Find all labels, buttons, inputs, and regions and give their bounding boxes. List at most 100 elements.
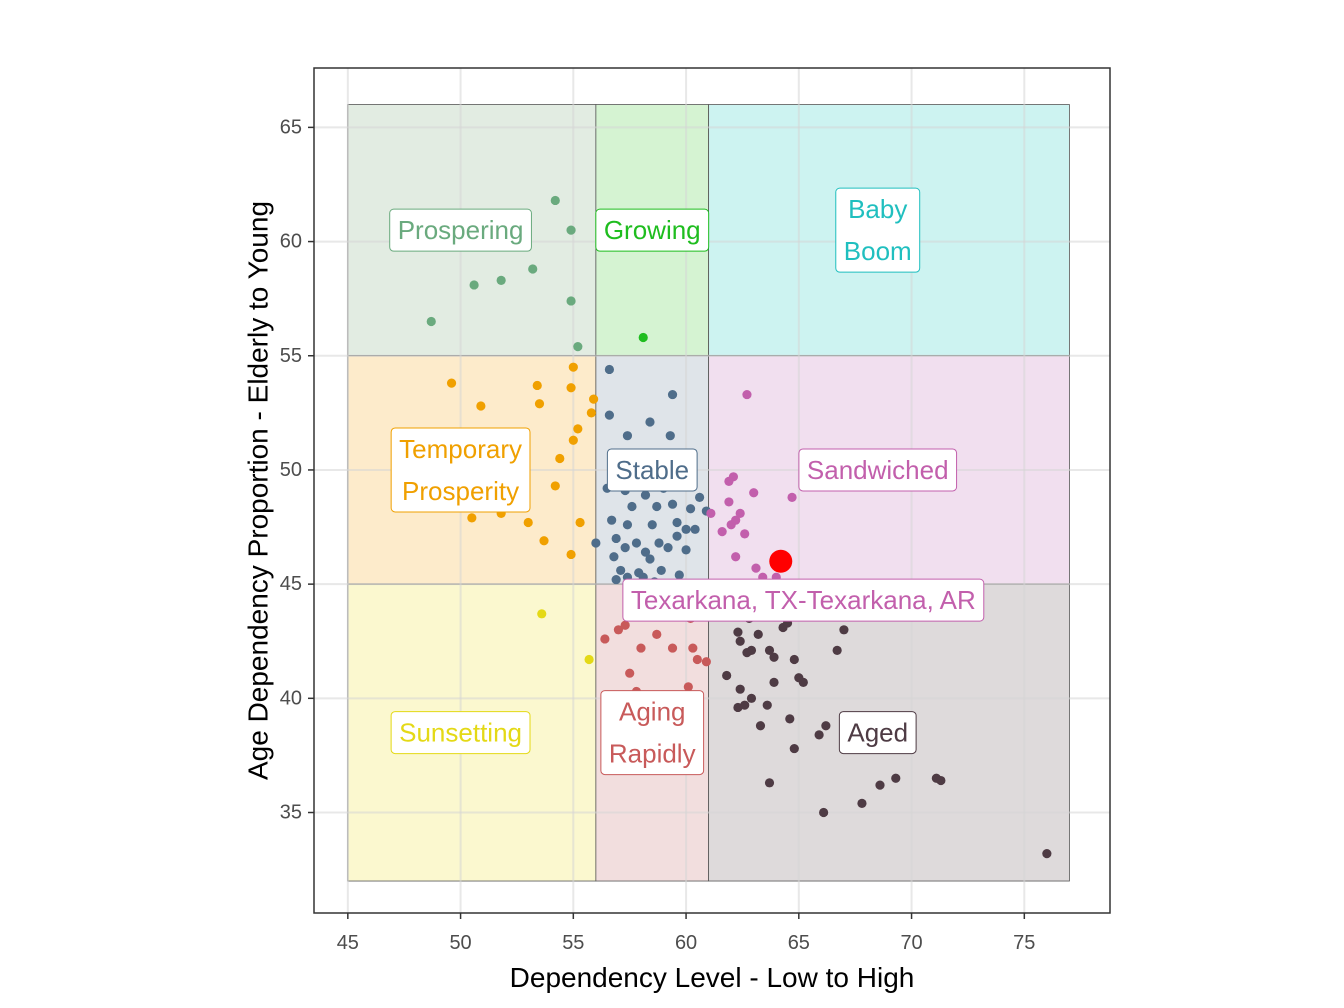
label-baby-boom-box <box>835 187 921 273</box>
point-aged <box>832 645 842 655</box>
x-tick-label: 65 <box>788 932 810 954</box>
point-stable <box>681 524 691 534</box>
point-aged <box>746 693 757 703</box>
point-aged <box>839 625 849 635</box>
point-aging-rapidly <box>620 620 630 630</box>
point-temporary-prosperity <box>523 517 533 528</box>
label-aged-text: Aged <box>847 718 908 748</box>
point-prospering <box>528 264 538 274</box>
point-stable <box>685 504 696 514</box>
label-prospering-box <box>389 208 532 252</box>
point-aged <box>814 730 824 740</box>
x-tick-label: 60 <box>675 932 697 954</box>
point-temporary-prosperity <box>446 378 457 388</box>
label-prospering-text: Prospering <box>398 215 524 245</box>
y-tick-label: 40 <box>280 687 302 709</box>
x-tick-label: 70 <box>900 932 922 954</box>
point-stable <box>681 545 691 555</box>
point-aged <box>764 645 775 655</box>
point-prospering <box>566 296 576 306</box>
point-sandwiched <box>751 563 761 573</box>
point-aged <box>857 798 867 808</box>
point-aged <box>753 629 763 639</box>
label-sunsetting-text: Sunsetting <box>399 718 522 748</box>
x-tick-label: 75 <box>1013 932 1035 954</box>
x-tick-label: 45 <box>337 932 359 954</box>
label-growing-box <box>595 208 710 252</box>
point-stable <box>640 547 651 557</box>
label-stable: Stable <box>606 448 698 492</box>
point-aged <box>722 670 732 681</box>
label-sunsetting: Sunsetting <box>390 711 531 755</box>
y-axis-title: Age Dependency Proportion - Elderly to Y… <box>243 201 274 780</box>
label-temporary-prosperity-text: Prosperity <box>402 476 519 506</box>
label-aging-rapidly: Aging Rapidly <box>600 690 705 776</box>
point-stable <box>616 565 626 576</box>
point-aging-rapidly <box>600 634 610 644</box>
point-sandwiched <box>724 476 734 486</box>
point-aging-rapidly <box>692 654 702 665</box>
point-sandwiched <box>706 508 716 518</box>
label-baby-boom: Baby Boom <box>835 187 921 273</box>
y-tick-label: 50 <box>280 459 302 481</box>
point-aged <box>735 636 745 646</box>
label-baby-boom-text: Boom <box>844 236 912 266</box>
point-temporary-prosperity <box>586 408 596 418</box>
point-stable <box>690 524 700 534</box>
point-stable <box>640 490 651 500</box>
point-sunsetting <box>584 654 594 665</box>
point-temporary-prosperity <box>589 394 599 404</box>
label-temporary-prosperity-box <box>390 427 531 513</box>
point-aged <box>875 780 885 790</box>
point-stable <box>674 570 684 580</box>
point-sandwiched <box>740 529 750 539</box>
point-temporary-prosperity <box>575 517 585 528</box>
label-temporary-prosperity-text: Temporary <box>399 434 522 464</box>
x-tick-label: 50 <box>449 932 471 954</box>
y-tick-label: 45 <box>280 573 302 595</box>
point-temporary-prosperity <box>566 549 576 560</box>
x-axis-ticks: 45 50 55 60 65 70 75 <box>337 913 1035 954</box>
point-aged <box>785 714 795 724</box>
point-stable <box>609 552 619 562</box>
point-stable <box>631 538 642 548</box>
point-aged <box>1042 849 1052 859</box>
point-aged <box>769 677 779 687</box>
point-stable <box>604 364 614 375</box>
label-aging-rapidly-text: Rapidly <box>609 739 696 769</box>
point-aged <box>789 654 799 665</box>
point-sandwiched <box>724 497 734 507</box>
point-stable <box>672 517 682 528</box>
point-aged <box>755 721 766 731</box>
label-prospering: Prospering <box>389 208 532 252</box>
point-aged <box>798 677 808 687</box>
point-stable <box>611 533 621 544</box>
label-sandwiched: Sandwiched <box>798 448 958 492</box>
point-prospering <box>566 225 576 235</box>
point-sunsetting <box>537 609 547 619</box>
point-growing <box>638 332 648 343</box>
point-stable <box>622 431 633 441</box>
point-stable <box>694 492 705 502</box>
point-temporary-prosperity <box>534 399 545 409</box>
point-sandwiched <box>749 488 759 498</box>
point-temporary-prosperity <box>550 481 560 491</box>
y-tick-label: 55 <box>280 345 302 367</box>
point-stable <box>647 520 657 530</box>
gridlines <box>314 68 1110 913</box>
point-prospering <box>496 275 506 285</box>
point-stable <box>656 565 666 576</box>
label-aged-box <box>838 711 917 755</box>
highlight-label: Texarkana, TX-Texarkana, AR <box>622 578 985 622</box>
label-growing: Growing <box>595 208 710 252</box>
x-axis-title: Dependency Level - Low to High <box>510 962 915 993</box>
point-stable <box>645 554 655 564</box>
point-stable <box>665 431 675 441</box>
point-aging-rapidly <box>688 643 698 653</box>
point-aged <box>891 773 901 783</box>
point-aged <box>762 700 772 710</box>
point-aged <box>819 807 829 818</box>
point-sandwiched <box>787 492 797 502</box>
point-aged <box>769 652 779 662</box>
point-aged <box>764 778 775 788</box>
